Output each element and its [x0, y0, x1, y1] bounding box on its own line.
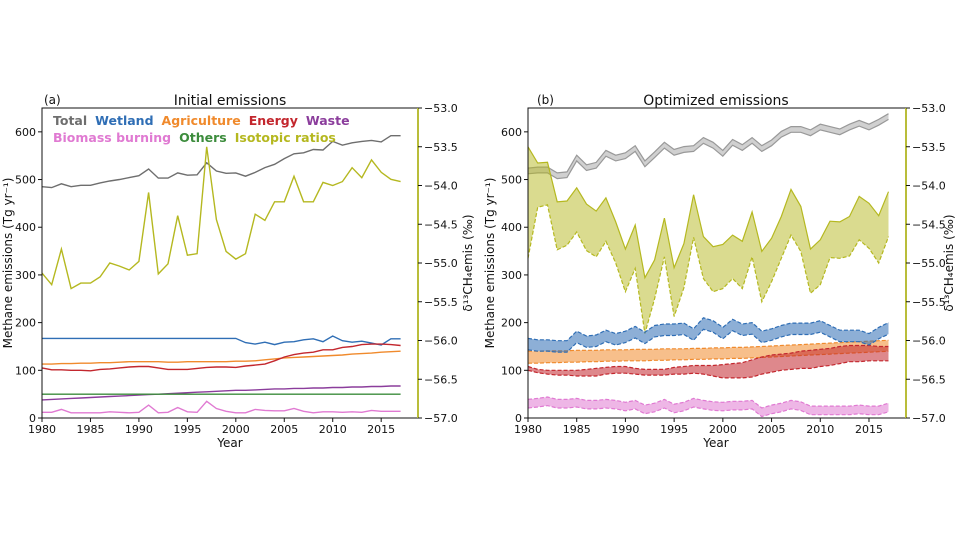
energy-lower-line	[527, 360, 889, 379]
energy-upper-line	[527, 344, 889, 371]
y-tick-label: 0	[515, 412, 522, 425]
y2-tick-label: −57.0	[424, 412, 458, 425]
y2-tick-label: −54.5	[912, 218, 946, 231]
y2-tick-label: −54.0	[912, 180, 946, 193]
biomass-lower-line	[527, 404, 889, 418]
y2-tick-label: −54.0	[424, 180, 458, 193]
wetland-upper-line	[527, 317, 889, 342]
panel-optimized-emissions: (b) Optimized emissions Year Methane emi…	[483, 93, 956, 450]
y-tick-label: 100	[501, 364, 522, 377]
y2-tick-label: −53.0	[424, 102, 458, 115]
x-tick-label: 2005	[758, 423, 786, 436]
x-tick-label: 1990	[611, 423, 639, 436]
y-tick-label: 300	[15, 269, 36, 282]
x-tick-label: 2000	[222, 423, 250, 436]
y-tick-label: 400	[501, 221, 522, 234]
x-tick-label: 2015	[367, 423, 395, 436]
legend-entry-energy: Energy	[249, 113, 298, 128]
legend-entry-agriculture: Agriculture	[162, 113, 241, 128]
y2-tick-label: −55.5	[912, 296, 946, 309]
y-tick-label: 0	[29, 412, 36, 425]
chart-title: Initial emissions	[174, 93, 287, 109]
y-tick-label: 200	[501, 317, 522, 330]
legend: Total Wetland Agriculture Energy Waste Biomas…	[53, 113, 350, 145]
isotopic-lower-line	[527, 204, 890, 334]
panel-label: (b)	[537, 93, 554, 107]
x-tick-label: 1990	[125, 423, 153, 436]
biomass-upper-line	[527, 396, 889, 409]
energy-line	[41, 343, 401, 372]
x-tick-label: 1985	[76, 423, 104, 436]
y2-tick-label: −56.0	[424, 335, 458, 348]
x-tick-label: 2010	[319, 423, 347, 436]
wetland-line	[42, 335, 401, 346]
x-tick-label: 1995	[660, 423, 688, 436]
legend-entry-others: Others	[179, 130, 227, 145]
energy-band	[528, 345, 889, 378]
y-axis-label: Methane emissions (Tg yr⁻¹)	[1, 178, 15, 349]
x-tick-label: 2015	[855, 423, 883, 436]
legend-entry-wetland: Wetland	[95, 113, 153, 128]
biomass-line	[42, 400, 401, 414]
y-tick-label: 300	[501, 269, 522, 282]
total-band	[528, 113, 889, 179]
y2-tick-label: −55.0	[912, 257, 946, 270]
y-axis-label: Methane emissions (Tg yr⁻¹)	[483, 178, 497, 349]
x-tick-label: 1980	[514, 423, 542, 436]
y2-tick-label: −56.0	[912, 335, 946, 348]
agriculture-line	[42, 350, 401, 365]
y2-tick-label: −53.0	[912, 102, 946, 115]
isotopic-band	[528, 146, 889, 334]
legend-entry-biomass: Biomass burning	[53, 130, 171, 145]
chart-title: Optimized emissions	[643, 93, 788, 109]
y-tick-label: 500	[501, 174, 522, 187]
x-tick-label: 2010	[806, 423, 834, 436]
wetland-lower-line	[527, 328, 889, 353]
agriculture-upper-line	[528, 339, 889, 352]
panel-label: (a)	[44, 93, 61, 107]
total-upper-line	[527, 113, 889, 174]
y2-tick-label: −55.5	[424, 296, 458, 309]
x-tick-label: 2005	[270, 423, 298, 436]
x-tick-label: 2000	[709, 423, 737, 436]
legend-entry-waste: Waste	[306, 113, 350, 128]
legend-entry-total: Total	[53, 113, 87, 128]
y-tick-label: 600	[15, 126, 36, 139]
x-tick-label: 1985	[563, 423, 591, 436]
y2-tick-label: −54.5	[424, 218, 458, 231]
y2-axis-label: δ¹³CH₄emis (‰)	[461, 214, 475, 311]
x-tick-label: 1980	[28, 423, 56, 436]
y2-tick-label: −56.5	[912, 373, 946, 386]
x-tick-label: 1995	[173, 423, 201, 436]
isotopic-upper-line	[527, 146, 890, 280]
x-axis-label: Year	[702, 436, 728, 450]
plot-frame	[41, 107, 419, 419]
plot-area	[41, 134, 401, 414]
y-tick-label: 100	[15, 364, 36, 377]
y-tick-label: 200	[15, 317, 36, 330]
total-lower-line	[527, 118, 889, 180]
waste-line	[41, 385, 401, 401]
y-tick-label: 600	[501, 126, 522, 139]
y2-tick-label: −55.0	[424, 257, 458, 270]
y2-tick-label: −57.0	[912, 412, 946, 425]
total-line	[41, 134, 401, 189]
plot-area	[527, 113, 890, 418]
wetland-band	[528, 317, 889, 353]
y2-tick-label: −53.5	[424, 141, 458, 154]
legend-entry-isotopic: Isotopic ratios	[235, 130, 336, 145]
x-axis-label: Year	[216, 436, 242, 450]
y2-tick-label: −56.5	[424, 373, 458, 386]
y2-axis-label: δ¹³CH₄emis (‰)	[942, 214, 956, 311]
y-tick-label: 500	[15, 174, 36, 187]
agriculture-band	[528, 340, 889, 364]
y2-tick-label: −53.5	[912, 141, 946, 154]
y-tick-label: 400	[15, 221, 36, 234]
panel-initial-emissions: (a) Initial emissions Year Methane emiss…	[1, 93, 475, 450]
isotopic-line	[41, 146, 401, 290]
